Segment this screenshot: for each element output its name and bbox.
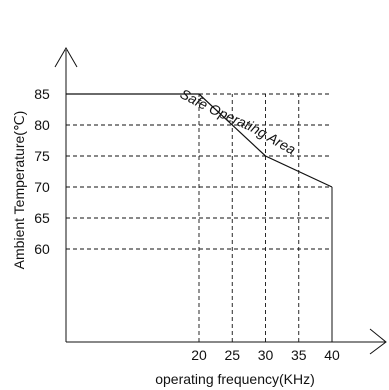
y-tick-label: 70 — [34, 179, 50, 195]
safe-area-boundary — [66, 93, 333, 188]
y-axis-arrow-icon — [54, 47, 78, 68]
y-tick-label: 65 — [34, 210, 50, 226]
x-axis-arrow-icon — [369, 328, 387, 355]
safe-operating-area-text: Safe Operating Area — [178, 85, 299, 157]
y-tick-label: 75 — [34, 148, 50, 164]
x-axis-label: operating frequency(KHz) — [155, 371, 315, 387]
x-tick-label: 20 — [191, 347, 207, 363]
grid-lines — [66, 93, 332, 342]
x-tick-label: 40 — [324, 347, 340, 363]
y-tick-labels: 60 65 70 75 80 85 — [34, 86, 50, 257]
y-tick-label: 80 — [34, 117, 50, 133]
y-tick-label: 85 — [34, 86, 50, 102]
x-tick-label: 35 — [291, 347, 307, 363]
y-axis-label: Ambient Temperature(℃) — [11, 111, 27, 270]
y-tick-label: 60 — [34, 241, 50, 257]
x-tick-label: 30 — [258, 347, 274, 363]
x-tick-labels: 20 25 30 35 40 — [191, 347, 340, 363]
x-tick-label: 25 — [224, 347, 240, 363]
safe-operating-area-label: Safe Operating Area — [178, 85, 299, 157]
